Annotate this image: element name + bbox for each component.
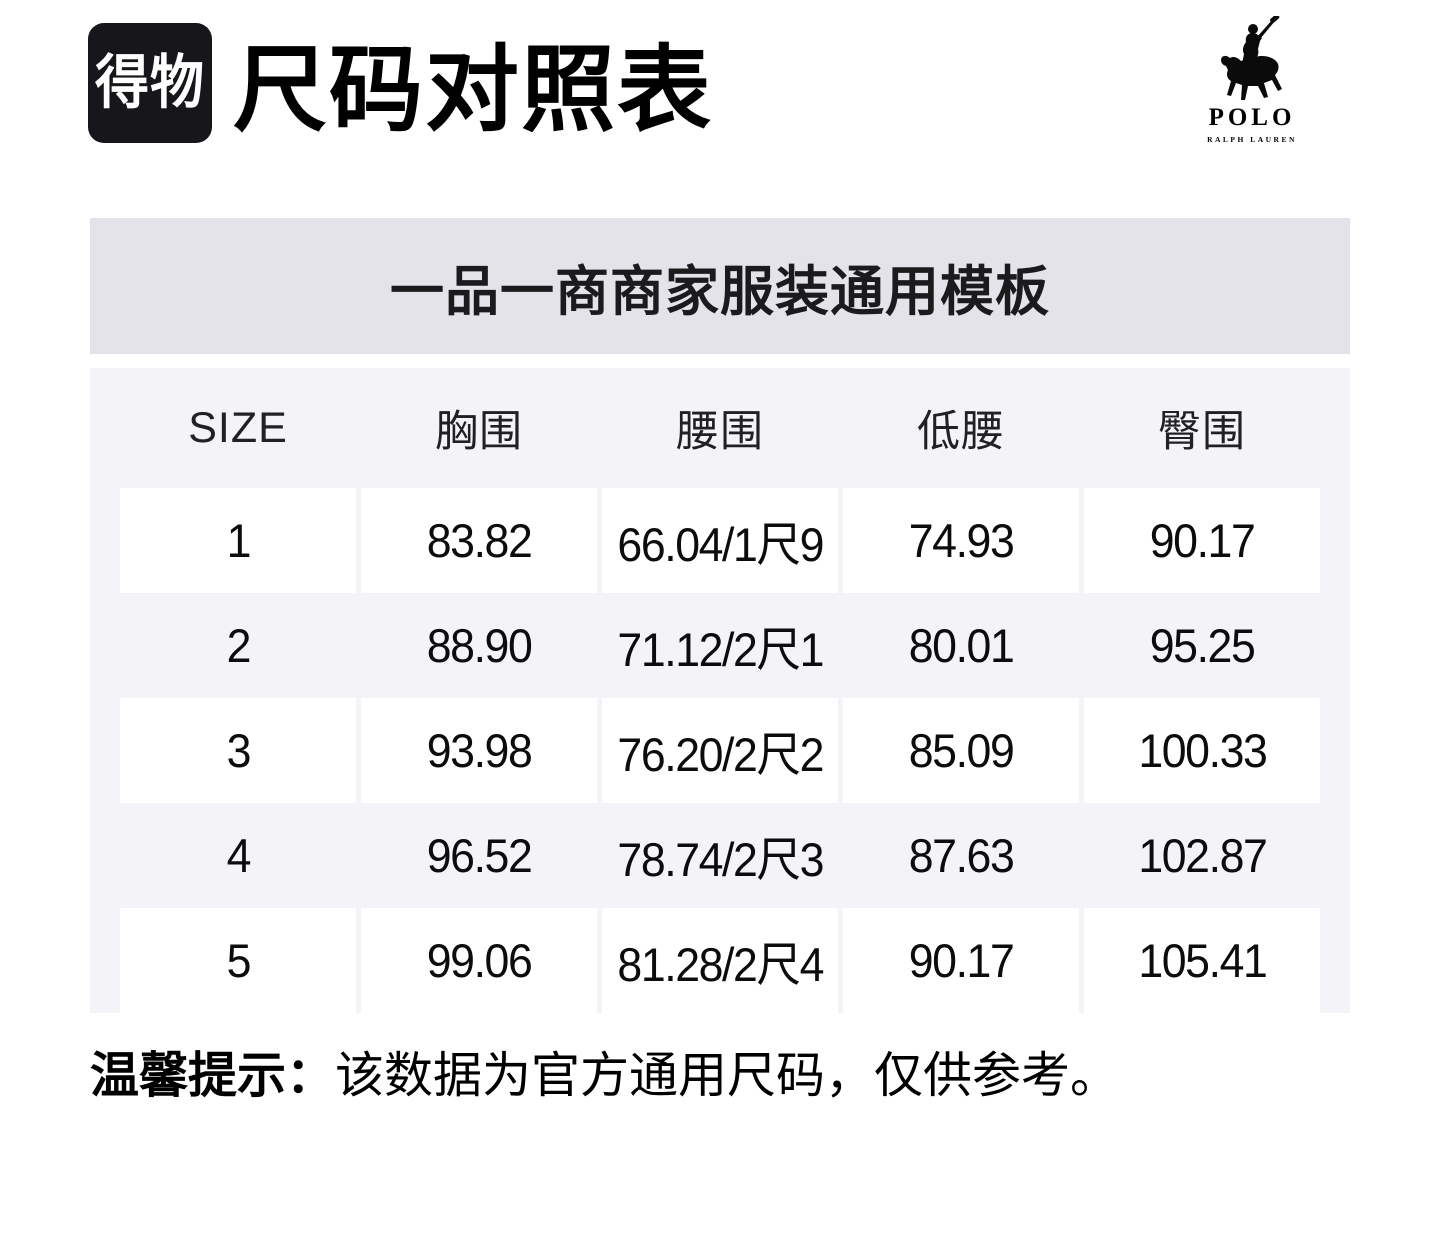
template-banner: 一品一商商家服装通用模板 [90, 218, 1350, 354]
table-cell: 99.06 [361, 908, 597, 1013]
table-cell: 81.28/2尺4 [602, 908, 838, 1013]
table-cell: 100.33 [1084, 698, 1320, 803]
size-table: SIZE 胸围 腰围 低腰 臀围 1 83.82 66.04/1尺9 74.93… [90, 368, 1350, 1013]
table-row: 4 96.52 78.74/2尺3 87.63 102.87 [120, 803, 1320, 908]
table-header-cell-waist: 腰围 [676, 408, 764, 456]
polo-horse-icon [1221, 16, 1282, 100]
template-banner-text: 一品一商商家服装通用模板 [390, 261, 1050, 322]
table-cell: 5 [120, 908, 356, 1013]
table-cell: 4 [226, 829, 251, 882]
page-title: 尺码对照表 [233, 37, 714, 142]
dewu-logo-text: 得物 [95, 50, 205, 116]
table-cell: 3 [120, 698, 356, 803]
table-cell: 102.87 [1137, 829, 1267, 882]
table-row: 1 83.82 66.04/1尺9 74.93 90.17 [120, 488, 1320, 593]
table-header-row: SIZE 胸围 腰围 低腰 臀围 [120, 368, 1320, 488]
table-cell: 2 [226, 619, 251, 672]
table-cell: 1 [120, 488, 356, 593]
table-cell: 66.04/1尺9 [602, 488, 838, 593]
table-cell: 74.93 [843, 488, 1079, 593]
table-cell: 105.41 [1084, 908, 1320, 1013]
table-cell: 93.98 [361, 698, 597, 803]
table-header-cell-chest: 胸围 [435, 408, 523, 456]
polo-logo-subtext: RALPH LAUREN [1207, 135, 1297, 144]
table-cell: 83.82 [361, 488, 597, 593]
table-row: 2 88.90 71.12/2尺1 80.01 95.25 [120, 593, 1320, 698]
notice-body: 该数据为官方通用尺码，仅供参考。 [335, 1049, 1120, 1103]
table-header-cell-size: SIZE [188, 403, 288, 452]
table-cell: 95.25 [1149, 619, 1256, 672]
polo-ralph-lauren-logo: POLO RALPH LAUREN [1186, 16, 1318, 144]
table-cell: 80.01 [908, 619, 1015, 672]
table-cell: 88.90 [426, 619, 533, 672]
table-cell: 76.20/2尺2 [602, 698, 838, 803]
table-cell: 78.74/2尺3 [617, 833, 824, 886]
notice-text: 温馨提示：该数据为官方通用尺码，仅供参考。 [90, 1036, 1119, 1107]
table-header-cell-lowwaist: 低腰 [917, 408, 1005, 456]
table-row: 5 99.06 81.28/2尺4 90.17 105.41 [120, 908, 1320, 1013]
polo-logo-wordmark: POLO [1208, 104, 1296, 131]
table-cell: 87.63 [908, 829, 1015, 882]
table-cell: 71.12/2尺1 [617, 623, 824, 676]
table-cell: 96.52 [426, 829, 533, 882]
table-header-cell-hip: 臀围 [1158, 408, 1246, 456]
notice-label: 温馨提示： [90, 1049, 336, 1103]
dewu-logo: 得物 [88, 23, 212, 143]
table-cell: 90.17 [843, 908, 1079, 1013]
table-cell: 85.09 [843, 698, 1079, 803]
table-cell: 90.17 [1084, 488, 1320, 593]
table-row: 3 93.98 76.20/2尺2 85.09 100.33 [120, 698, 1320, 803]
